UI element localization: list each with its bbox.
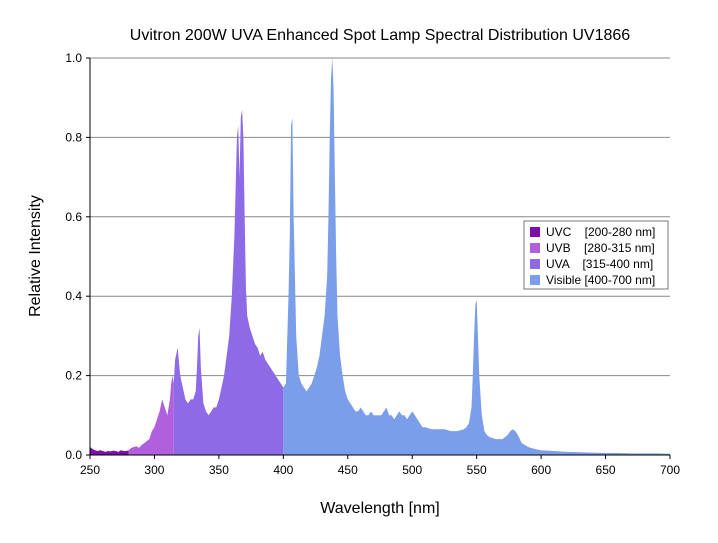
x-tick-label-0: 250 (80, 463, 100, 477)
x-tick-label-1: 300 (144, 463, 164, 477)
x-tick-label-9: 700 (660, 463, 680, 477)
y-tick-label-1: 0.2 (65, 369, 82, 383)
x-tick-label-6: 550 (467, 463, 487, 477)
x-tick-label-7: 600 (531, 463, 551, 477)
grid-lines (90, 57, 670, 377)
y-tick-label-4: 0.8 (65, 130, 82, 144)
x-tick-label-3: 400 (273, 463, 293, 477)
spectrum-areas (90, 58, 670, 456)
x-axis-title: Wavelength [nm] (320, 500, 439, 517)
y-tick-label-0: 0.0 (65, 448, 82, 462)
legend-label-0: UVC [200-280 nm] (546, 225, 655, 239)
legend-box (523, 220, 669, 290)
x-tick-label-5: 500 (402, 463, 422, 477)
x-tick-label-4: 450 (338, 463, 358, 477)
legend-label-1: UVB [280-315 nm] (546, 241, 655, 255)
legend-swatch-1 (530, 243, 540, 253)
y-tick-label-2: 0.4 (65, 289, 82, 303)
legend-swatch-0 (530, 227, 540, 237)
area-band-0 (90, 447, 129, 455)
legend-label-3: Visible [400-700 nm] (546, 273, 655, 287)
y-ticks: 0.0 0.2 0.4 0.6 0.8 1.0 (65, 51, 90, 462)
x-tick-label-8: 650 (596, 463, 616, 477)
legend-swatch-2 (530, 259, 540, 269)
area-band-2 (173, 109, 284, 456)
legend-swatch-3 (530, 275, 540, 285)
area-band-1 (128, 375, 174, 455)
chart-title: Uvitron 200W UVA Enhanced Spot Lamp Spec… (130, 27, 631, 44)
x-ticks: 250 300 350 400 450 500 550 600 650 700 (80, 455, 680, 477)
legend-items: UVC [200-280 nm] UVB [280-315 nm] UVA [315… (530, 225, 655, 287)
y-axis-title: Relative Intensity (27, 195, 44, 317)
x-tick-label-2: 350 (209, 463, 229, 477)
y-tick-label-3: 0.6 (65, 210, 82, 224)
area-band-3 (283, 58, 670, 455)
y-tick-label-5: 1.0 (65, 51, 82, 65)
legend: UVC [200-280 nm] UVB [280-315 nm] UVA [315… (523, 220, 669, 290)
legend-label-2: UVA [315-400 nm] (546, 257, 653, 271)
